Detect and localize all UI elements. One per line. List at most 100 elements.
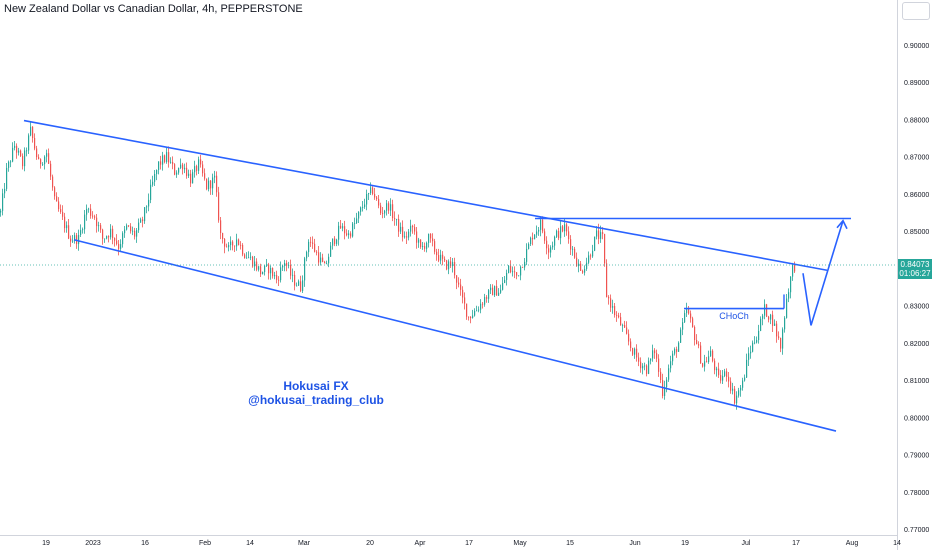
candle-body xyxy=(42,164,44,165)
candle-body xyxy=(340,225,342,229)
candle-body xyxy=(726,371,728,377)
candle-body xyxy=(470,316,472,318)
candle-body xyxy=(206,178,208,190)
candle-body xyxy=(658,358,660,372)
y-tick-label: 0.89000 xyxy=(904,80,929,87)
candle-body xyxy=(514,271,516,273)
candle-body xyxy=(784,317,786,330)
candle-body xyxy=(56,196,58,202)
candle-body xyxy=(708,356,710,362)
candle-body xyxy=(764,304,766,316)
candle-body xyxy=(388,203,390,211)
candle-body xyxy=(350,233,352,237)
candle-body xyxy=(522,266,524,268)
candle-body xyxy=(436,251,438,256)
candle-body xyxy=(0,210,2,213)
candle-body xyxy=(256,261,258,270)
candle-body xyxy=(348,233,350,236)
candle-body xyxy=(416,231,418,243)
candle-body xyxy=(484,297,486,305)
candle-body xyxy=(526,248,528,262)
channel-upper-line[interactable] xyxy=(23,119,828,272)
candle-body xyxy=(66,225,68,229)
candle-body xyxy=(52,176,54,188)
candle-body xyxy=(544,231,546,241)
candle-body xyxy=(742,380,744,388)
candle-body xyxy=(266,264,268,266)
candle-body xyxy=(556,230,558,237)
candle-body xyxy=(168,152,170,163)
candle-body xyxy=(408,231,410,238)
candle-body xyxy=(538,229,540,232)
tradingview-logo[interactable] xyxy=(902,2,930,20)
candle-body xyxy=(82,229,84,231)
candle-body xyxy=(638,357,640,362)
candle-body xyxy=(398,218,400,232)
candle-body xyxy=(620,317,622,326)
candle-body xyxy=(374,193,376,198)
x-tick-label: 17 xyxy=(465,540,473,547)
candle-body xyxy=(136,230,138,237)
candle-body xyxy=(554,236,556,246)
y-tick-label: 0.90000 xyxy=(904,43,929,50)
candle-body xyxy=(214,175,216,178)
candle-body xyxy=(134,230,136,237)
candle-body xyxy=(592,250,594,257)
candle-body xyxy=(238,239,240,245)
candle-body xyxy=(386,203,388,211)
candle-body xyxy=(646,365,648,374)
x-tick-label: May xyxy=(513,540,527,547)
candle-body xyxy=(8,161,10,168)
candle-body xyxy=(202,164,204,174)
candle-body xyxy=(586,262,588,269)
watermark-name: Hokusai FX xyxy=(283,379,348,393)
candle-body xyxy=(550,247,552,253)
candle-body xyxy=(546,240,548,249)
candle-body xyxy=(440,254,442,261)
candle-body xyxy=(284,262,286,266)
candle-body xyxy=(392,204,394,219)
candle-body xyxy=(430,233,432,239)
candle-body xyxy=(722,375,724,381)
candle-body xyxy=(272,268,274,277)
candle-body xyxy=(58,201,60,210)
candle-body xyxy=(630,341,632,349)
candle-body xyxy=(182,164,184,170)
candle-body xyxy=(196,166,198,171)
candle-body xyxy=(744,377,746,381)
candle-body xyxy=(714,360,716,371)
candle-body xyxy=(216,175,218,193)
candle-body xyxy=(198,159,200,171)
candle-body xyxy=(188,173,190,176)
candle-body xyxy=(382,213,384,215)
candle-body xyxy=(172,161,174,165)
candle-body xyxy=(664,387,666,396)
candle-body xyxy=(702,363,704,367)
candle-body xyxy=(688,308,690,314)
y-tick-label: 0.88000 xyxy=(904,117,929,124)
candle-body xyxy=(562,226,564,232)
candle-body xyxy=(524,261,526,268)
y-tick-label: 0.86000 xyxy=(904,192,929,199)
candle-body xyxy=(74,235,76,241)
candle-body xyxy=(424,246,426,249)
candle-body xyxy=(492,287,494,296)
candle-body xyxy=(490,287,492,291)
candle-body xyxy=(336,239,338,244)
candle-body xyxy=(598,230,600,239)
candle-body xyxy=(154,174,156,182)
candle-body xyxy=(712,350,714,361)
candle-body xyxy=(576,257,578,267)
candle-body xyxy=(314,243,316,252)
candle-body xyxy=(132,230,134,232)
candle-body xyxy=(40,159,42,165)
candle-body xyxy=(230,241,232,246)
projection-path[interactable] xyxy=(802,220,844,326)
candle-body xyxy=(372,187,374,194)
candle-body xyxy=(428,233,430,243)
candle-body xyxy=(50,163,52,177)
candle-body xyxy=(148,199,150,207)
channel-lower-line[interactable] xyxy=(73,238,837,432)
